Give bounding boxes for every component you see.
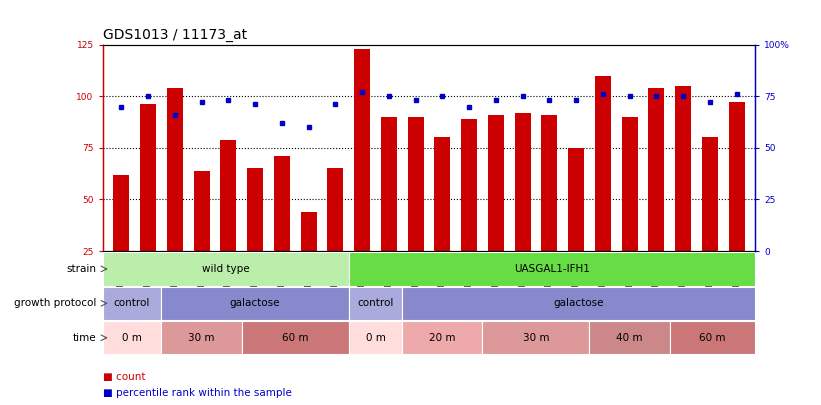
Text: UASGAL1-IFH1: UASGAL1-IFH1: [514, 264, 590, 274]
Bar: [167, 88, 183, 251]
Bar: [434, 138, 451, 251]
Bar: [402, 287, 755, 320]
Bar: [568, 148, 584, 251]
Text: ■ count: ■ count: [103, 372, 145, 382]
Bar: [461, 119, 477, 251]
Bar: [649, 88, 664, 251]
Text: control: control: [114, 298, 150, 308]
Bar: [728, 102, 745, 251]
Bar: [381, 117, 397, 251]
Bar: [140, 104, 156, 251]
Bar: [349, 321, 402, 354]
Bar: [220, 140, 236, 251]
Bar: [483, 321, 589, 354]
Text: 30 m: 30 m: [188, 333, 215, 343]
Bar: [621, 117, 638, 251]
Bar: [162, 321, 241, 354]
Bar: [407, 117, 424, 251]
Bar: [349, 252, 755, 286]
Bar: [349, 287, 402, 320]
Bar: [354, 49, 370, 251]
Bar: [402, 321, 483, 354]
Text: ■ percentile rank within the sample: ■ percentile rank within the sample: [103, 388, 291, 398]
Bar: [702, 138, 718, 251]
Bar: [194, 171, 209, 251]
Bar: [241, 321, 349, 354]
Bar: [541, 115, 557, 251]
Bar: [103, 252, 349, 286]
Text: control: control: [357, 298, 393, 308]
Bar: [328, 168, 343, 251]
Bar: [113, 175, 130, 251]
Text: galactose: galactose: [553, 298, 604, 308]
Text: wild type: wild type: [202, 264, 250, 274]
Text: 0 m: 0 m: [365, 333, 385, 343]
Bar: [274, 156, 290, 251]
Bar: [515, 113, 530, 251]
Text: 60 m: 60 m: [699, 333, 726, 343]
Bar: [595, 76, 611, 251]
Bar: [675, 86, 691, 251]
Text: strain: strain: [67, 264, 96, 274]
Text: 60 m: 60 m: [282, 333, 309, 343]
Bar: [103, 321, 162, 354]
Bar: [162, 287, 349, 320]
Bar: [247, 168, 263, 251]
Bar: [670, 321, 755, 354]
Text: 20 m: 20 m: [429, 333, 456, 343]
Text: 30 m: 30 m: [523, 333, 549, 343]
Bar: [589, 321, 670, 354]
Text: time: time: [72, 333, 96, 343]
Text: 40 m: 40 m: [617, 333, 643, 343]
Text: growth protocol: growth protocol: [14, 298, 96, 308]
Bar: [488, 115, 504, 251]
Bar: [300, 212, 317, 251]
Text: 0 m: 0 m: [122, 333, 142, 343]
Text: GDS1013 / 11173_at: GDS1013 / 11173_at: [103, 28, 247, 42]
Bar: [103, 287, 162, 320]
Text: galactose: galactose: [230, 298, 280, 308]
